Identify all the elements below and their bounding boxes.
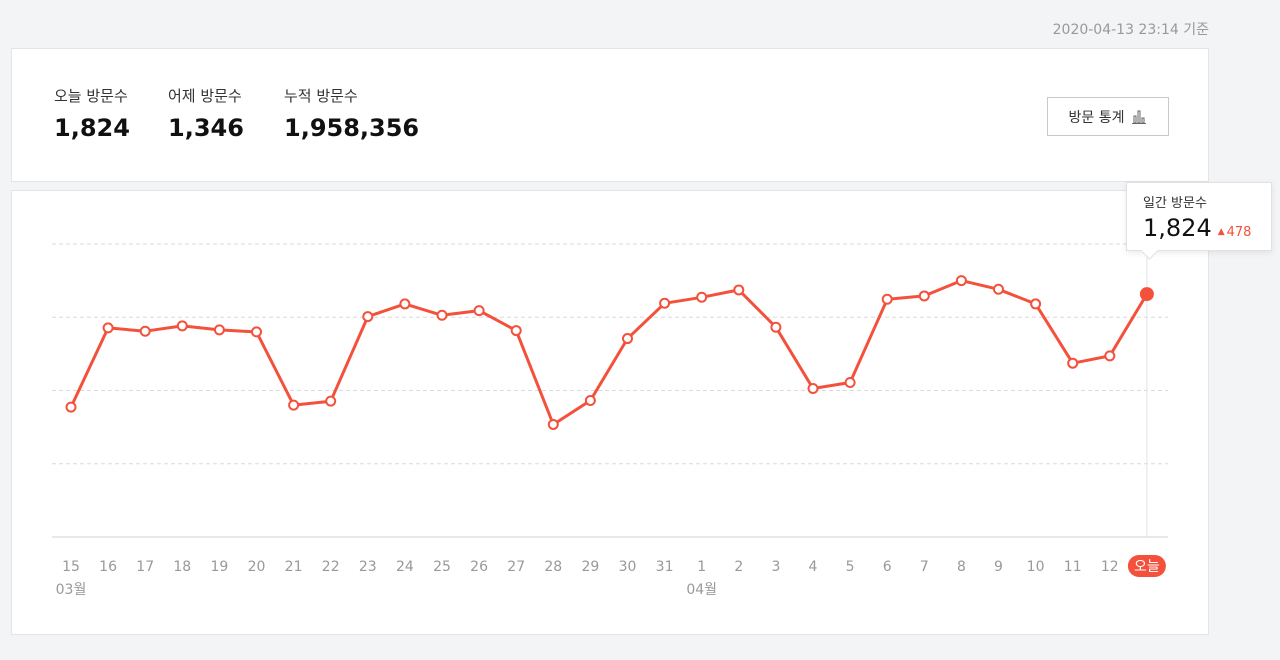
data-point-26[interactable] xyxy=(473,305,485,317)
x-axis: 15 16 17 18 19 20 21 22 23 24 25 26 27 28 29 30 31 1 2 3 4 5 6… xyxy=(56,555,1166,598)
x-tick-label-23: 23 xyxy=(359,559,377,575)
x-tick-label-9: 9 xyxy=(994,559,1003,575)
data-point-4[interactable] xyxy=(807,383,819,395)
total-visits-value: 1,958,356 xyxy=(284,114,420,142)
data-point-22[interactable] xyxy=(325,395,337,407)
daily-visits-chart-panel xyxy=(11,190,1209,635)
tooltip-delta: ▲ 478 xyxy=(1218,225,1252,240)
tooltip-value: 1,824 xyxy=(1143,214,1212,242)
data-point-10[interactable] xyxy=(1030,298,1042,310)
x-tick-label-30: 30 xyxy=(619,559,637,575)
data-point-15[interactable] xyxy=(65,401,77,413)
visit-stats-button-label: 방문 통계 xyxy=(1068,109,1125,126)
data-point-5[interactable] xyxy=(844,377,856,389)
data-point-31[interactable] xyxy=(659,297,671,309)
month-label-15: 03월 xyxy=(56,582,87,598)
x-tick-label-16: 16 xyxy=(99,559,117,575)
total-visits-label: 누적 방문수 xyxy=(284,87,358,105)
data-point-18[interactable] xyxy=(176,320,188,332)
today-tick-badge xyxy=(1127,555,1166,577)
today-visits-label: 오늘 방문수 xyxy=(54,87,128,105)
data-point-23[interactable] xyxy=(362,311,374,323)
up-arrow-icon: ▲ xyxy=(1217,227,1225,237)
data-point-19[interactable] xyxy=(213,324,225,336)
x-tick-label-3: 3 xyxy=(771,559,780,575)
x-tick-label-31: 31 xyxy=(656,559,674,575)
visit-stats-button[interactable]: 방문 통계 xyxy=(1047,97,1169,136)
bar-chart-icon xyxy=(1132,110,1147,124)
data-point-7[interactable] xyxy=(918,290,930,302)
x-tick-label-15: 15 xyxy=(62,559,80,575)
data-point-17[interactable] xyxy=(139,325,151,337)
month-label-1: 04월 xyxy=(686,582,717,598)
x-tick-label-26: 26 xyxy=(470,559,488,575)
today-visits-value: 1,824 xyxy=(54,114,130,142)
data-point-8[interactable] xyxy=(955,275,967,287)
x-tick-label-2: 2 xyxy=(734,559,743,575)
x-tick-label-8: 8 xyxy=(957,559,966,575)
data-point-오늘[interactable] xyxy=(1139,287,1154,302)
x-tick-label-17: 17 xyxy=(136,559,154,575)
total-visits-stat: 누적 방문수 1,958,356 xyxy=(284,85,419,142)
data-point-6[interactable] xyxy=(881,293,893,305)
data-point-2[interactable] xyxy=(733,284,745,296)
data-point-9[interactable] xyxy=(993,283,1004,295)
x-tick-label-11: 11 xyxy=(1064,559,1082,575)
visitor-summary-panel: 오늘 방문수 1,824 어제 방문수 1,346 누적 방문수 1,958,3… xyxy=(11,48,1209,182)
tooltip-delta-value: 478 xyxy=(1226,225,1252,240)
x-tick-label-21: 21 xyxy=(285,559,303,575)
today-visits-stat: 오늘 방문수 1,824 xyxy=(54,85,130,142)
daily-visits-tooltip: 일간 방문수 1,824 ▲ 478 xyxy=(1126,182,1272,251)
x-tick-label-today: 오늘 xyxy=(1134,559,1160,575)
yesterday-visits-value: 1,346 xyxy=(168,114,244,142)
x-tick-label-25: 25 xyxy=(433,559,451,575)
data-point-24[interactable] xyxy=(399,298,411,310)
x-tick-label-5: 5 xyxy=(846,559,855,575)
data-point-27[interactable] xyxy=(510,325,522,337)
x-tick-label-18: 18 xyxy=(173,559,191,575)
data-point-20[interactable] xyxy=(251,326,262,338)
data-point-30[interactable] xyxy=(622,333,633,345)
x-tick-label-28: 28 xyxy=(544,559,562,575)
x-tick-label-20: 20 xyxy=(248,559,266,575)
x-tick-label-6: 6 xyxy=(883,559,892,575)
yesterday-visits-stat: 어제 방문수 1,346 xyxy=(168,85,244,142)
data-point-1[interactable] xyxy=(696,291,708,303)
data-point-28[interactable] xyxy=(547,418,559,430)
x-tick-label-7: 7 xyxy=(920,559,929,575)
data-point-25[interactable] xyxy=(436,309,448,321)
x-tick-label-29: 29 xyxy=(581,559,599,575)
x-tick-label-1: 1 xyxy=(697,559,706,575)
data-point-16[interactable] xyxy=(102,322,114,334)
data-point-11[interactable] xyxy=(1067,357,1079,369)
yesterday-visits-label: 어제 방문수 xyxy=(168,87,242,105)
x-tick-label-4: 4 xyxy=(809,559,818,575)
x-tick-label-12: 12 xyxy=(1101,559,1119,575)
chart-gridlines xyxy=(52,243,1168,538)
x-tick-label-27: 27 xyxy=(507,559,525,575)
x-tick-label-19: 19 xyxy=(210,559,228,575)
x-tick-label-10: 10 xyxy=(1027,559,1045,575)
data-point-12[interactable] xyxy=(1104,350,1116,362)
data-point-29[interactable] xyxy=(584,394,596,406)
data-point-3[interactable] xyxy=(770,321,782,333)
x-tick-label-24: 24 xyxy=(396,559,414,575)
series-line xyxy=(69,279,1149,426)
tooltip-title: 일간 방문수 xyxy=(1143,196,1207,211)
x-tick-label-22: 22 xyxy=(322,559,340,575)
data-point-21[interactable] xyxy=(288,399,300,411)
chart-points xyxy=(65,275,1154,430)
data-timestamp: 2020-04-13 23:14 기준 xyxy=(1052,22,1209,38)
